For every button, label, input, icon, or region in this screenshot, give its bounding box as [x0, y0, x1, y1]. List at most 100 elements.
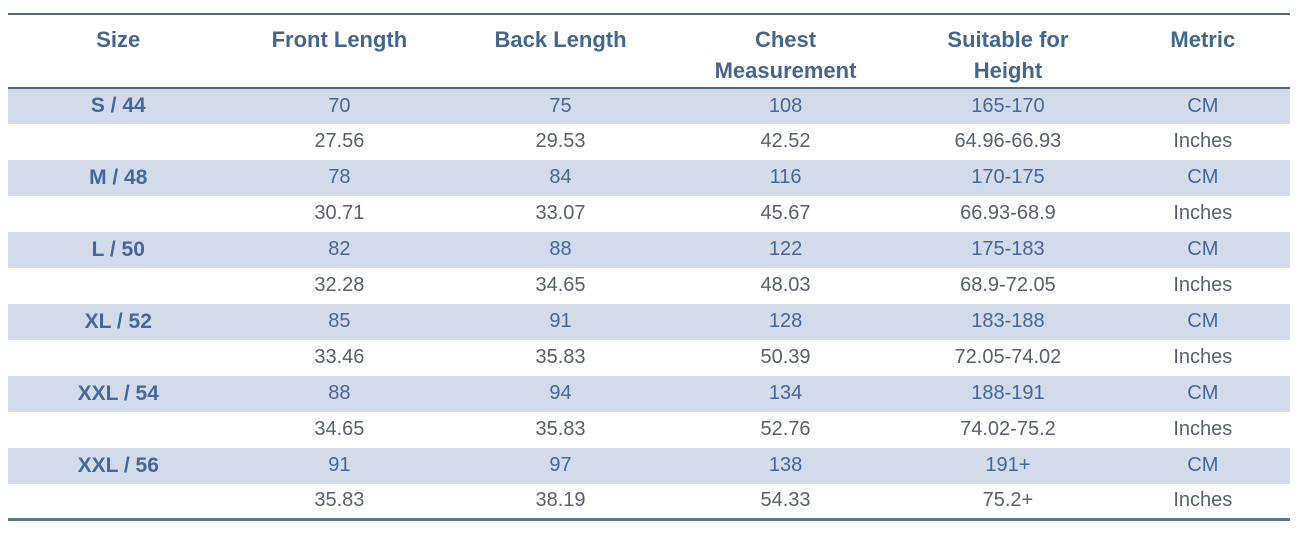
height-cell: 75.2+: [982, 489, 1034, 512]
header-label: Chest: [754, 27, 817, 52]
back-length-cell: 34.65: [535, 274, 586, 297]
size-chart: Size Front Length Back Length Chest Meas…: [8, 13, 1290, 522]
height-cell: 165-170: [971, 94, 1045, 117]
height-cell: 183-188: [971, 310, 1045, 333]
metric-cell: Inches: [1173, 418, 1233, 441]
front-length-cell: 35.83: [314, 489, 365, 512]
metric-cell: CM: [1187, 238, 1219, 261]
height-cell: 170-175: [971, 166, 1045, 189]
column-header-back-length: Back Length: [450, 14, 671, 89]
size-cell: L / 50: [91, 237, 145, 261]
front-length-cell: 34.65: [314, 418, 365, 441]
size-chart-table: Size Front Length Back Length Chest Meas…: [8, 13, 1290, 522]
front-length-cell: 32.28: [314, 274, 365, 297]
metric-cell: CM: [1187, 382, 1219, 405]
size-cell: M / 48: [89, 165, 148, 189]
size-cell: XXL / 56: [77, 453, 159, 477]
chest-cell: 54.33: [760, 489, 811, 512]
table-row: 35.83 38.19 54.33 75.2+ Inches: [8, 483, 1290, 520]
table-row: L / 50 82 88 122 175-183 CM: [8, 231, 1290, 268]
front-length-cell: 91: [328, 454, 351, 477]
size-cell: [8, 340, 229, 376]
header-label: Metric: [1170, 27, 1236, 52]
chest-cell: 138: [768, 454, 803, 477]
metric-cell: Inches: [1173, 202, 1233, 225]
column-header-chest-measurement: Chest Measurement: [670, 14, 901, 89]
back-length-cell: 33.07: [535, 202, 586, 225]
back-length-cell: 97: [549, 454, 572, 477]
size-cell: XXL / 54: [77, 381, 159, 405]
metric-cell: CM: [1187, 310, 1219, 333]
size-cell: [8, 484, 229, 520]
back-length-cell: 84: [549, 166, 572, 189]
table-body: S / 44 70 75 108 165-170 CM 27.56 29.53 …: [8, 87, 1290, 520]
column-header-suitable-height: Suitable for Height: [900, 14, 1116, 89]
header-label: Suitable for: [947, 27, 1069, 52]
height-cell: 175-183: [971, 238, 1045, 261]
table-header: Size Front Length Back Length Chest Meas…: [8, 14, 1290, 89]
header-label: Measurement: [714, 57, 857, 83]
chest-cell: 52.76: [760, 418, 811, 441]
metric-cell: Inches: [1173, 346, 1233, 369]
column-header-metric: Metric: [1115, 14, 1290, 89]
table-row: M / 48 78 84 116 170-175 CM: [8, 159, 1290, 196]
table-row: XXL / 54 88 94 134 188-191 CM: [8, 375, 1290, 412]
back-length-cell: 35.83: [535, 346, 586, 369]
size-cell: S / 44: [90, 94, 146, 118]
table-row: XXL / 56 91 97 138 191+ CM: [8, 447, 1290, 484]
front-length-cell: 70: [328, 94, 351, 117]
back-length-cell: 91: [549, 310, 572, 333]
metric-cell: CM: [1187, 166, 1219, 189]
column-header-front-length: Front Length: [228, 14, 451, 89]
header-label: Back Length: [494, 27, 627, 52]
chest-cell: 50.39: [760, 346, 811, 369]
header-label: Front Length: [271, 27, 408, 52]
front-length-cell: 78: [328, 166, 351, 189]
header-label: Size: [96, 27, 141, 52]
front-length-cell: 33.46: [314, 346, 365, 369]
table-row: 30.71 33.07 45.67 66.93-68.9 Inches: [8, 195, 1290, 232]
header-label: Height: [973, 57, 1043, 83]
front-length-cell: 82: [328, 238, 351, 261]
chest-cell: 45.67: [760, 202, 811, 225]
chest-cell: 42.52: [760, 130, 811, 153]
metric-cell: Inches: [1173, 130, 1233, 153]
size-cell: [8, 412, 229, 448]
header-row: Size Front Length Back Length Chest Meas…: [8, 14, 1290, 89]
height-cell: 68.9-72.05: [960, 274, 1056, 297]
metric-cell: CM: [1187, 454, 1219, 477]
metric-cell: CM: [1187, 94, 1219, 117]
table-row: 33.46 35.83 50.39 72.05-74.02 Inches: [8, 339, 1290, 376]
size-cell: [8, 124, 229, 160]
back-length-cell: 75: [549, 94, 572, 117]
front-length-cell: 88: [328, 382, 351, 405]
back-length-cell: 29.53: [535, 130, 586, 153]
table-row: 34.65 35.83 52.76 74.02-75.2 Inches: [8, 411, 1290, 448]
size-cell: [8, 196, 229, 232]
chest-cell: 134: [768, 382, 803, 405]
back-length-cell: 94: [549, 382, 572, 405]
height-cell: 66.93-68.9: [960, 202, 1056, 225]
column-header-size: Size: [8, 14, 229, 89]
front-length-cell: 30.71: [314, 202, 365, 225]
chest-cell: 116: [769, 166, 802, 189]
front-length-cell: 27.56: [314, 130, 365, 153]
metric-cell: Inches: [1173, 274, 1233, 297]
height-cell: 72.05-74.02: [954, 346, 1062, 369]
back-length-cell: 38.19: [535, 489, 586, 512]
size-cell: [8, 268, 229, 304]
metric-cell: Inches: [1173, 489, 1233, 512]
chest-cell: 122: [768, 238, 803, 261]
table-row: S / 44 70 75 108 165-170 CM: [8, 87, 1290, 124]
chest-cell: 108: [768, 94, 803, 117]
height-cell: 74.02-75.2: [960, 418, 1056, 441]
back-length-cell: 35.83: [535, 418, 586, 441]
table-row: XL / 52 85 91 128 183-188 CM: [8, 303, 1290, 340]
size-cell: XL / 52: [84, 309, 152, 333]
chest-cell: 128: [768, 310, 803, 333]
height-cell: 191+: [985, 454, 1031, 477]
table-row: 27.56 29.53 42.52 64.96-66.93 Inches: [8, 123, 1290, 160]
table-row: 32.28 34.65 48.03 68.9-72.05 Inches: [8, 267, 1290, 304]
height-cell: 64.96-66.93: [954, 130, 1062, 153]
